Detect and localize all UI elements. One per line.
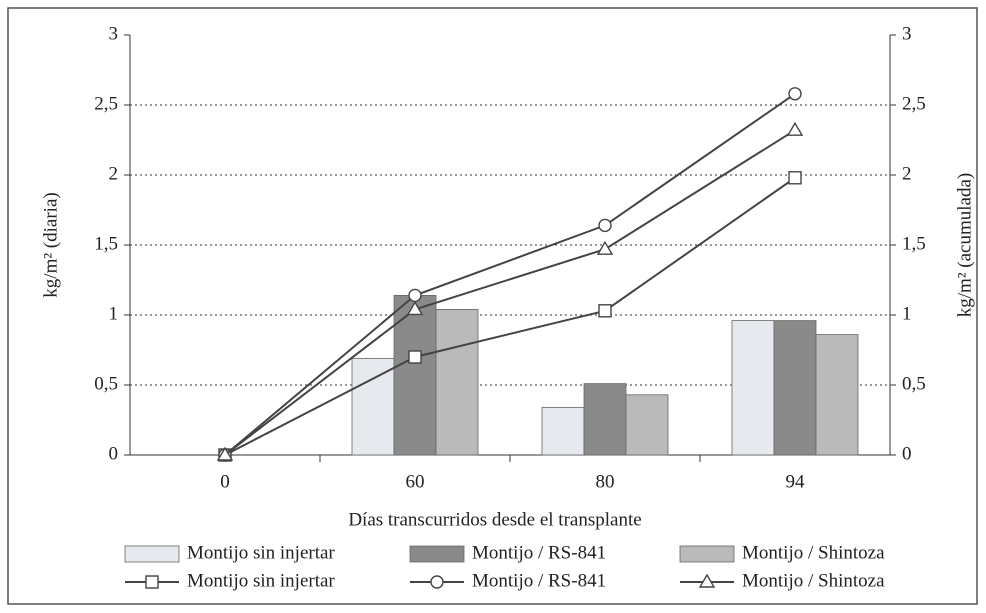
- y2-tick-label: 3: [902, 23, 912, 44]
- marker: [216, 446, 234, 461]
- legend-label: Montijo / Shintoza: [742, 570, 885, 591]
- marker: [786, 121, 804, 136]
- x-tick-label: 80: [596, 471, 615, 492]
- bar: [773, 320, 817, 456]
- y2-tick-label: 2,5: [902, 93, 926, 114]
- frame: [7, 7, 978, 605]
- y-axis-label: kg/m² (diaria): [40, 192, 61, 297]
- y2-tick-label: 0,5: [902, 373, 926, 394]
- x-axis-label: Días transcurridos desde el transplante: [348, 509, 641, 530]
- y-tick-label: 1: [109, 303, 119, 324]
- bar: [541, 406, 585, 456]
- bar: [435, 308, 479, 456]
- bar: [583, 383, 627, 456]
- y-tick-label: 1,5: [94, 233, 118, 254]
- y2-tick-label: 0: [902, 443, 912, 464]
- line: [224, 92, 796, 456]
- x-tick-label: 94: [786, 471, 806, 492]
- y2-axis-label: kg/m² (acumulada): [954, 173, 975, 317]
- marker: [598, 218, 612, 233]
- marker: [596, 240, 614, 255]
- legend-swatch: [124, 545, 180, 563]
- marker: [145, 575, 159, 589]
- y2-tick-label: 1,5: [902, 233, 926, 254]
- x-tick-label: 60: [406, 471, 425, 492]
- marker: [408, 350, 422, 364]
- legend-swatch: [679, 545, 735, 563]
- y2-tick-label: 2: [902, 163, 912, 184]
- legend-label: Montijo sin injertar: [187, 570, 335, 591]
- bar: [393, 294, 437, 456]
- legend-swatch: [409, 545, 465, 563]
- marker: [406, 301, 424, 316]
- bar: [731, 320, 775, 456]
- marker: [788, 87, 802, 101]
- line: [224, 176, 796, 456]
- y-tick-label: 0: [109, 443, 119, 464]
- legend-label: Montijo / RS-841: [472, 542, 606, 563]
- y-tick-label: 0,5: [94, 373, 118, 394]
- bar: [815, 334, 859, 456]
- marker: [698, 573, 716, 588]
- x-tick-label: 0: [220, 471, 230, 492]
- marker: [788, 171, 802, 185]
- legend-label: Montijo sin injertar: [187, 542, 335, 563]
- marker: [408, 288, 422, 303]
- bar: [625, 394, 669, 456]
- marker: [598, 304, 612, 318]
- y-tick-label: 2: [109, 163, 119, 184]
- marker: [430, 575, 444, 589]
- y-tick-label: 2,5: [94, 93, 118, 114]
- y-tick-label: 3: [109, 23, 119, 44]
- line: [224, 129, 796, 456]
- bar: [351, 357, 395, 456]
- legend-label: Montijo / Shintoza: [742, 542, 885, 563]
- y2-tick-label: 1: [902, 303, 912, 324]
- legend-label: Montijo / RS-841: [472, 570, 606, 591]
